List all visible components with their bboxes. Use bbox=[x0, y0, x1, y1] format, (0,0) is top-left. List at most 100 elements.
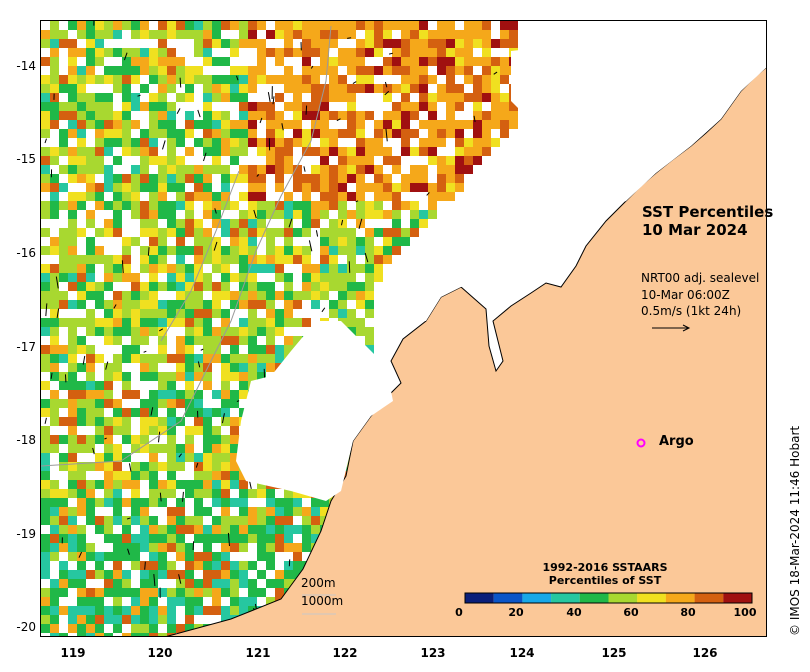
sst-cell bbox=[428, 75, 437, 84]
sst-cell bbox=[140, 300, 149, 309]
sst-cell bbox=[203, 336, 212, 345]
sst-cell bbox=[293, 228, 302, 237]
sst-cell bbox=[338, 264, 347, 273]
sst-cell bbox=[320, 291, 329, 300]
sst-cell bbox=[311, 210, 320, 219]
sst-cell bbox=[158, 228, 167, 237]
sst-cell bbox=[284, 192, 293, 201]
sst-cell bbox=[122, 579, 131, 588]
sst-cell bbox=[194, 48, 203, 57]
sst-cell bbox=[239, 336, 248, 345]
sst-cell bbox=[347, 120, 356, 129]
sst-cell bbox=[149, 30, 158, 39]
sst-cell bbox=[185, 372, 194, 381]
sst-cell bbox=[500, 66, 509, 75]
sst-cell bbox=[221, 147, 230, 156]
sst-cell bbox=[176, 543, 185, 552]
sst-cell bbox=[50, 390, 59, 399]
sst-cell bbox=[122, 309, 131, 318]
sst-cell bbox=[167, 615, 176, 624]
sst-cell bbox=[221, 480, 230, 489]
sst-cell bbox=[419, 138, 428, 147]
sst-cell bbox=[86, 435, 95, 444]
sst-cell bbox=[140, 156, 149, 165]
sst-cell bbox=[284, 336, 293, 345]
sst-cell bbox=[203, 507, 212, 516]
sst-cell bbox=[140, 399, 149, 408]
colorbar-frame bbox=[464, 592, 753, 604]
sst-cell bbox=[86, 417, 95, 426]
sst-cell bbox=[392, 228, 401, 237]
sst-cell bbox=[68, 336, 77, 345]
sst-cell bbox=[239, 93, 248, 102]
sst-cell bbox=[356, 57, 365, 66]
sst-cell bbox=[419, 174, 428, 183]
sst-cell bbox=[41, 120, 50, 129]
sst-cell bbox=[275, 291, 284, 300]
sst-cell bbox=[329, 39, 338, 48]
sst-cell bbox=[77, 156, 86, 165]
sst-cell bbox=[131, 354, 140, 363]
sst-cell bbox=[158, 264, 167, 273]
sst-cell bbox=[230, 516, 239, 525]
sst-cell bbox=[293, 21, 302, 30]
sst-cell bbox=[140, 336, 149, 345]
sst-cell bbox=[185, 75, 194, 84]
sst-cell bbox=[302, 66, 311, 75]
sst-cell bbox=[41, 111, 50, 120]
sst-cell bbox=[104, 534, 113, 543]
sst-cell bbox=[248, 237, 257, 246]
sst-cell bbox=[41, 516, 50, 525]
sst-cell bbox=[428, 111, 437, 120]
sst-cell bbox=[41, 588, 50, 597]
sst-cell bbox=[167, 471, 176, 480]
sst-cell bbox=[284, 525, 293, 534]
current-vector bbox=[127, 548, 130, 555]
sst-cell bbox=[257, 174, 266, 183]
sst-cell bbox=[293, 552, 302, 561]
sst-cell bbox=[239, 210, 248, 219]
sst-cell bbox=[95, 246, 104, 255]
sst-cell bbox=[59, 39, 68, 48]
sst-cell bbox=[302, 30, 311, 39]
sst-cell bbox=[167, 183, 176, 192]
sst-cell bbox=[140, 507, 149, 516]
sst-cell bbox=[311, 300, 320, 309]
sst-cell bbox=[356, 165, 365, 174]
sst-cell bbox=[59, 228, 68, 237]
sst-cell bbox=[77, 336, 86, 345]
sst-cell bbox=[338, 201, 347, 210]
sst-cell bbox=[410, 66, 419, 75]
sst-cell bbox=[266, 228, 275, 237]
sst-cell bbox=[167, 597, 176, 606]
sst-cell bbox=[77, 30, 86, 39]
sst-cell bbox=[41, 552, 50, 561]
current-vector bbox=[256, 174, 260, 177]
sst-cell bbox=[500, 75, 509, 84]
sst-cell bbox=[131, 174, 140, 183]
sst-cell bbox=[104, 327, 113, 336]
current-vector bbox=[384, 81, 388, 88]
sst-cell bbox=[122, 264, 131, 273]
sst-cell bbox=[392, 84, 401, 93]
sst-cell bbox=[338, 156, 347, 165]
sst-cell bbox=[41, 606, 50, 615]
sst-cell bbox=[185, 93, 194, 102]
sst-cell bbox=[329, 282, 338, 291]
sst-cell bbox=[113, 462, 122, 471]
sst-cell bbox=[41, 75, 50, 84]
sst-cell bbox=[284, 309, 293, 318]
sst-cell bbox=[77, 399, 86, 408]
sst-cell bbox=[194, 336, 203, 345]
sst-cell bbox=[86, 237, 95, 246]
sst-cell bbox=[68, 354, 77, 363]
sst-cell bbox=[221, 165, 230, 174]
sst-cell bbox=[266, 318, 275, 327]
sst-cell bbox=[149, 282, 158, 291]
map-panel[interactable] bbox=[40, 20, 767, 637]
sst-cell bbox=[68, 327, 77, 336]
sst-cell bbox=[239, 480, 248, 489]
sst-cell bbox=[194, 597, 203, 606]
current-vector bbox=[104, 437, 107, 440]
sst-cell bbox=[149, 516, 158, 525]
